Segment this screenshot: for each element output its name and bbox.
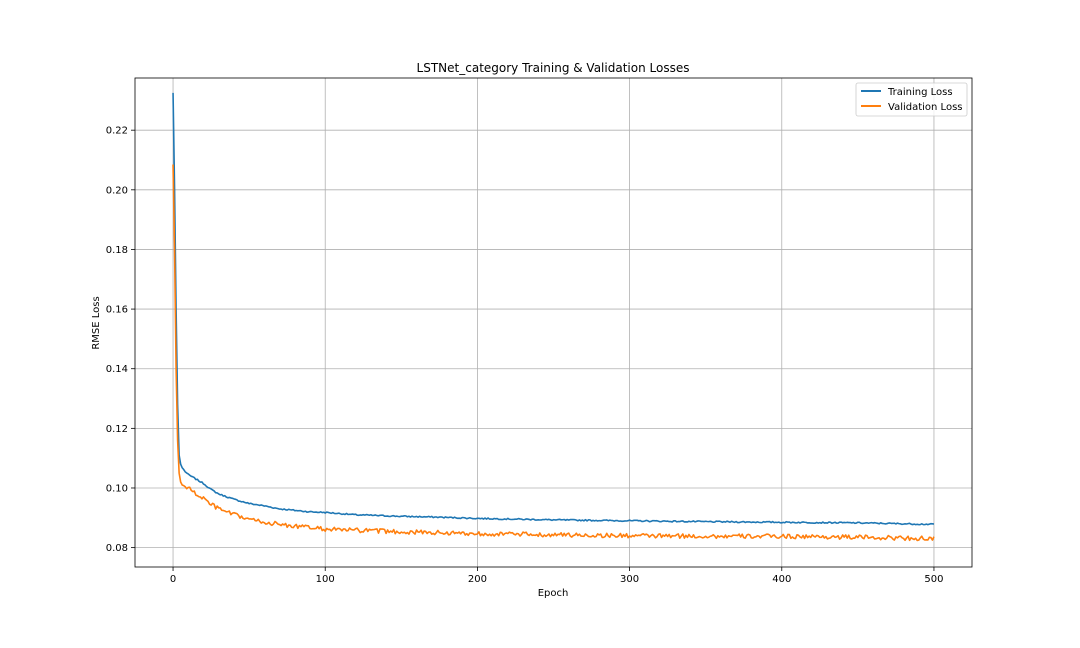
y-tick-label: 0.18 (106, 245, 128, 256)
x-tick-label: 300 (620, 574, 639, 585)
x-tick-label: 0 (170, 574, 176, 585)
series-line-validation-loss (172, 164, 935, 542)
y-tick-label: 0.14 (106, 364, 128, 375)
grid (135, 78, 972, 567)
series-line-training-loss (172, 92, 935, 526)
y-tick-label: 0.08 (106, 543, 128, 554)
plot-frame (134, 77, 973, 568)
x-tick-label: 100 (316, 574, 335, 585)
y-tick-label: 0.10 (106, 483, 128, 494)
y-tick-label: 0.22 (106, 126, 128, 137)
x-tick-label: 200 (468, 574, 487, 585)
y-tick-label: 0.12 (106, 424, 128, 435)
legend-box (855, 82, 968, 117)
x-tick-label: 500 (924, 574, 943, 585)
x-axis-label: Epoch (538, 588, 569, 599)
legend: Training Loss Validation Loss (855, 82, 968, 117)
y-tick-label: 0.20 (106, 185, 128, 196)
series-layer (172, 92, 935, 542)
legend-label-training-loss: Training Loss (887, 87, 953, 98)
legend-label-validation-loss: Validation Loss (888, 102, 963, 113)
chart-title: LSTNet_category Training & Validation Lo… (417, 61, 690, 75)
axis-ticks: 0 100 200 300 400 500 0.08 0.10 0.12 0.14 0.16 0.18… (106, 126, 944, 585)
y-axis-label: RMSE Loss (91, 296, 102, 349)
x-tick-label: 400 (772, 574, 791, 585)
y-tick-label: 0.16 (106, 305, 128, 316)
